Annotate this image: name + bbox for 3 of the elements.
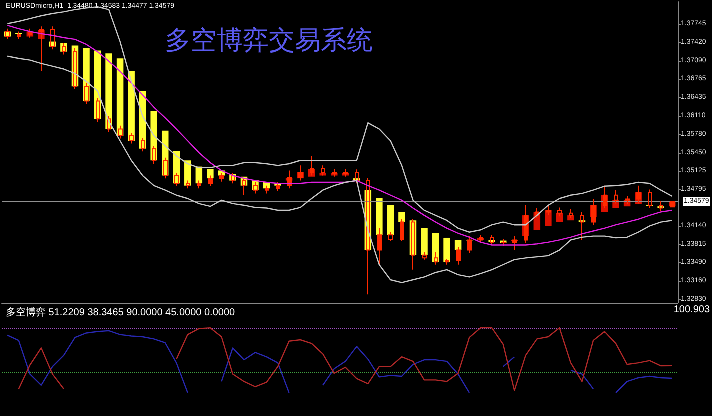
text: 多空博弈交易系统 bbox=[165, 25, 373, 55]
text: 多空博弈 51.2209 38.3465 90.0000 45.0000 0.0000 bbox=[6, 306, 236, 318]
text: 100.903 bbox=[674, 304, 710, 316]
